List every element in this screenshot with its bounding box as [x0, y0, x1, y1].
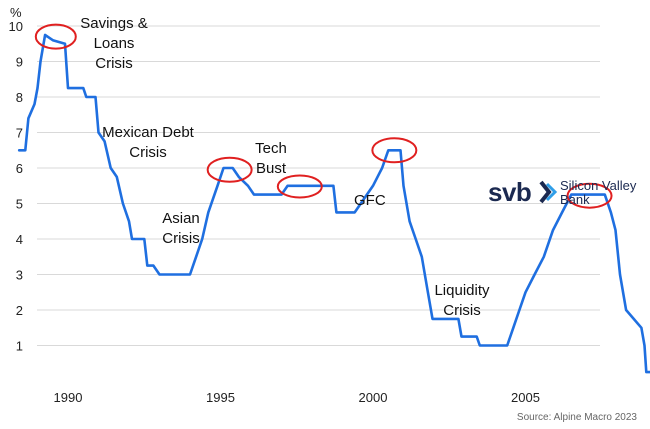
crisis-label: Bust — [256, 160, 287, 177]
x-tick-label: 2005 — [511, 390, 540, 405]
crisis-marker-ring — [276, 174, 323, 199]
crisis-label: Loans — [94, 35, 135, 52]
svb-logo: svb Silicon Valley Bank — [488, 177, 637, 207]
x-tick-label: 2000 — [359, 390, 388, 405]
crisis-labels: Savings & Loans Crisis Mexican Debt Crisis As… — [80, 15, 490, 319]
crisis-label: Mexican Debt — [102, 124, 195, 141]
crisis-marker-ring — [34, 23, 77, 50]
y-axis-unit-label: % — [10, 5, 22, 20]
y-tick-label: 3 — [16, 268, 23, 283]
crisis-marker-ring — [566, 182, 613, 209]
crisis-label: Tech — [255, 140, 287, 157]
svb-chevron-accent-icon — [545, 182, 558, 202]
series-line-fed-funds — [17, 33, 650, 374]
crisis-marker-ring — [206, 156, 253, 183]
crisis-markers — [34, 23, 613, 209]
y-tick-label: 8 — [16, 90, 23, 105]
y-tick-label: 9 — [16, 55, 23, 70]
crisis-label: Crisis — [162, 230, 200, 247]
y-tick-labels: 1 2 3 4 5 6 7 8 9 10 — [9, 19, 23, 354]
svb-name-line2: Bank — [560, 192, 590, 207]
crisis-label: GFC — [354, 192, 386, 209]
y-tick-label: 2 — [16, 303, 23, 318]
y-tick-label: 7 — [16, 126, 23, 141]
y-tick-label: 10 — [9, 19, 23, 34]
svb-chevron-icon — [539, 180, 552, 204]
crisis-label: Liquidity — [434, 282, 490, 299]
svb-wordmark: svb — [488, 177, 531, 207]
y-tick-label: 1 — [16, 339, 23, 354]
y-tick-label: 4 — [16, 232, 23, 247]
crisis-label: Crisis — [129, 144, 167, 161]
y-tick-label: 5 — [16, 197, 23, 212]
x-tick-label: 1995 — [206, 390, 235, 405]
x-tick-labels: 1990199520002005201020152020 — [54, 390, 540, 405]
crisis-label: Savings & — [80, 15, 148, 32]
crisis-marker-ring — [371, 137, 418, 164]
source-note: Source: Alpine Macro 2023 — [517, 412, 638, 423]
crisis-label: Asian — [162, 210, 200, 227]
x-tick-label: 1990 — [54, 390, 83, 405]
crisis-label: Crisis — [95, 55, 133, 72]
svb-name-line1: Silicon Valley — [560, 178, 637, 193]
crisis-label: Crisis — [443, 302, 481, 319]
y-tick-label: 6 — [16, 161, 23, 176]
